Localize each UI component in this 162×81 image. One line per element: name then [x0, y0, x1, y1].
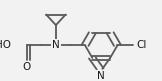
- Text: Cl: Cl: [136, 40, 146, 50]
- Text: HO: HO: [0, 40, 11, 50]
- Text: O: O: [23, 62, 31, 72]
- Text: N: N: [52, 40, 60, 50]
- Text: N: N: [97, 71, 105, 81]
